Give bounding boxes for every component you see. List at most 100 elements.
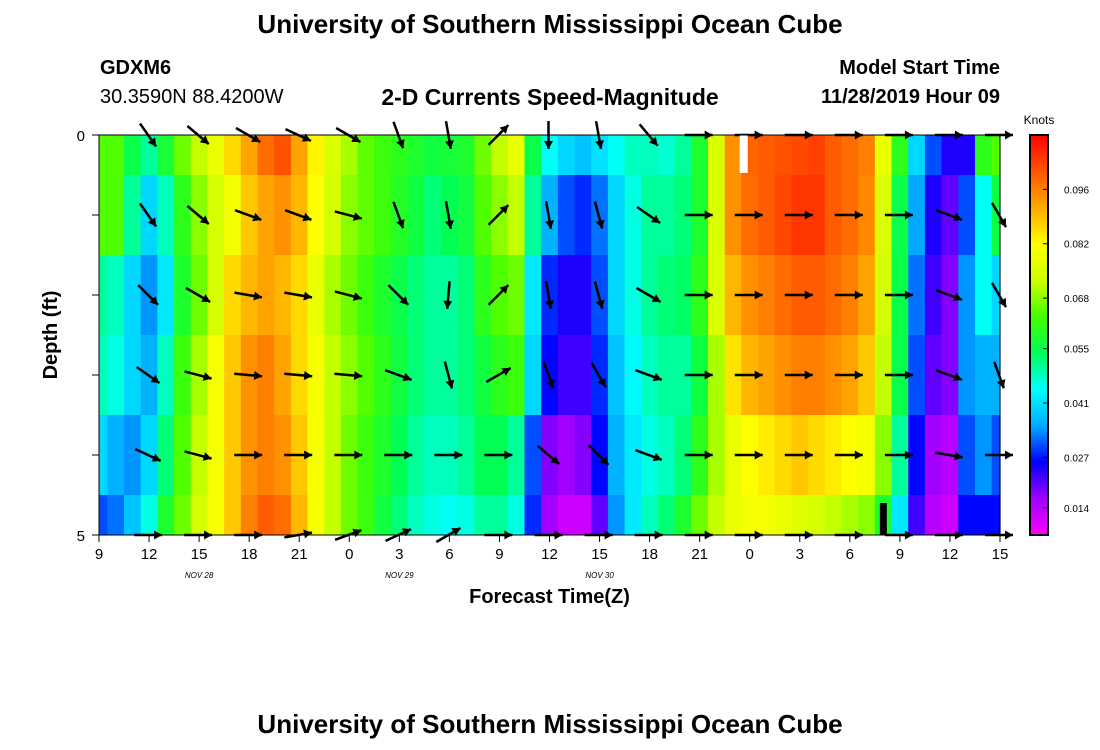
heatmap-cell [307, 135, 325, 176]
heatmap-cell [274, 135, 292, 176]
y-tick-label: 5 [77, 528, 85, 545]
heatmap-cell [674, 255, 692, 336]
x-tick-label: 9 [95, 546, 103, 563]
x-tick-label: 15 [191, 546, 208, 563]
current-arrow [635, 449, 663, 462]
heatmap-cell [691, 135, 709, 176]
heatmap-cell [574, 255, 592, 336]
arrow-head [251, 134, 261, 142]
heatmap-cell [724, 335, 742, 416]
arrow-head [402, 372, 412, 382]
data-gap-marks [739, 135, 887, 535]
heatmap-cell [324, 135, 342, 176]
current-arrow [542, 361, 555, 389]
current-arrow [185, 286, 211, 304]
current-arrow [884, 450, 913, 460]
heatmap-cell [624, 255, 642, 336]
heatmap-cell [557, 495, 576, 536]
heatmap-cell [824, 415, 843, 496]
current-arrow [734, 210, 763, 220]
current-arrow [384, 450, 413, 460]
colorbar: 0.096 0.082 0.068 0.055 0.041 0.027 0.014 [1029, 134, 1089, 536]
current-arrow [392, 201, 405, 229]
heatmap-cell [774, 135, 793, 176]
heatmap-cell [174, 335, 192, 416]
footer-title: University of Southern Mississippi Ocean… [257, 709, 843, 739]
arrow-head [499, 205, 509, 214]
heatmap-cell [974, 495, 993, 536]
heatmap-cell [324, 255, 342, 336]
heatmap-cell [908, 135, 926, 176]
arrow-head [704, 210, 713, 220]
heatmap-cell [124, 335, 142, 416]
heatmap-cell [824, 495, 843, 536]
current-arrow [234, 291, 263, 301]
heatmap-cell [407, 335, 425, 416]
arrow-head [396, 219, 405, 229]
heatmap-cell [457, 495, 476, 536]
heatmap-cell [758, 135, 776, 176]
arrow-head [545, 220, 554, 229]
y-axis: 05 [77, 128, 99, 545]
heatmap-cell [340, 135, 359, 176]
x-axis: 9 12 15 18 21 0 3 6 9 12 15 18 21 0 3 6 9 12 15 NOV 28 NOV 2… [95, 535, 1008, 580]
heatmap-cell [390, 495, 409, 536]
arrow-head [150, 374, 160, 383]
heatmap-cell [958, 135, 976, 176]
arrow-head [704, 450, 713, 460]
x-tick-label: 21 [691, 546, 708, 563]
arrow-head [352, 292, 362, 301]
current-arrow [635, 286, 662, 304]
heatmap-cell [307, 255, 325, 336]
x-tick-label: 9 [495, 546, 503, 563]
heatmap-cell [741, 495, 759, 536]
heatmap-cell [307, 495, 325, 536]
current-arrow [234, 209, 262, 222]
heatmap-cell [908, 335, 926, 416]
current-arrow [284, 291, 313, 301]
heatmap-cell [224, 255, 242, 336]
heatmap-cell [624, 415, 642, 496]
arrow-head [151, 453, 161, 462]
heatmap-cell [307, 175, 325, 256]
heatmap-cell [808, 255, 826, 336]
heatmap-cell [758, 255, 776, 336]
x-tick-label: 12 [541, 546, 558, 563]
page-title: University of Southern Mississippi Ocean… [257, 9, 843, 39]
heatmap-cell [908, 495, 926, 536]
heatmap-cell [557, 415, 576, 496]
x-tick-label: 0 [746, 546, 754, 563]
arrow-head [454, 450, 463, 460]
heatmap-cell [407, 495, 425, 536]
heatmap-cell [407, 135, 425, 176]
heatmap-cell [924, 175, 943, 256]
heatmap-cell [708, 135, 726, 176]
heatmap-cell [274, 335, 292, 416]
heatmap-cell [674, 415, 692, 496]
heatmap-cell [858, 135, 876, 176]
heatmap-cell [691, 495, 709, 536]
heatmap-cell [124, 255, 142, 336]
arrow-head [704, 290, 713, 300]
arrow-head [304, 450, 313, 460]
x-tick-label: 3 [796, 546, 804, 563]
heatmap-cell [657, 415, 676, 496]
current-arrow [985, 450, 1013, 460]
data-gap-mark [739, 135, 748, 173]
arrow-head [854, 450, 863, 460]
arrow-head [597, 377, 606, 388]
arrow-head [953, 372, 963, 382]
heatmap-cell [99, 415, 108, 496]
model-start-label: Model Start Time [839, 57, 1000, 79]
heatmap-cell [758, 415, 776, 496]
arrow-head [595, 219, 605, 229]
arrow-head [754, 210, 763, 220]
heatmap-cell [324, 175, 342, 256]
heatmap-cell [674, 335, 692, 416]
arrow-head [651, 294, 661, 302]
arrow-head [1005, 530, 1013, 540]
heatmap-cell [924, 495, 943, 536]
heatmap-cell [891, 495, 909, 536]
current-arrow [593, 201, 605, 229]
heatmap-cell [591, 135, 609, 176]
